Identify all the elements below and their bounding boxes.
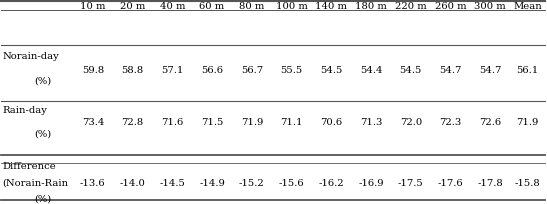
Text: -17.8: -17.8 (478, 178, 503, 187)
Text: 71.6: 71.6 (161, 118, 183, 126)
Text: -15.8: -15.8 (515, 178, 540, 187)
Text: 71.3: 71.3 (360, 118, 382, 126)
Text: 72.0: 72.0 (400, 118, 422, 126)
Text: 20 m: 20 m (120, 2, 146, 11)
Text: 54.7: 54.7 (479, 66, 502, 75)
Text: 71.5: 71.5 (201, 118, 223, 126)
Text: 72.8: 72.8 (121, 118, 144, 126)
Text: 55.5: 55.5 (281, 66, 302, 75)
Text: 56.1: 56.1 (516, 66, 539, 75)
Text: 300 m: 300 m (474, 2, 506, 11)
Text: -13.6: -13.6 (80, 178, 106, 187)
Text: 80 m: 80 m (239, 2, 265, 11)
Text: 71.9: 71.9 (516, 118, 539, 126)
Text: Norain-day: Norain-day (3, 52, 59, 61)
Text: 56.6: 56.6 (201, 66, 223, 75)
Text: 70.6: 70.6 (321, 118, 342, 126)
Text: 58.8: 58.8 (121, 66, 144, 75)
Text: -14.0: -14.0 (120, 178, 146, 187)
Text: (%): (%) (34, 193, 51, 202)
Text: -16.2: -16.2 (318, 178, 344, 187)
Text: -15.2: -15.2 (239, 178, 265, 187)
Text: (Norain-Rain: (Norain-Rain (3, 178, 68, 187)
Text: -14.9: -14.9 (199, 178, 225, 187)
Text: (%): (%) (34, 76, 51, 85)
Text: 140 m: 140 m (315, 2, 347, 11)
Text: Rain-day: Rain-day (3, 105, 48, 114)
Text: 71.9: 71.9 (241, 118, 263, 126)
Text: 72.3: 72.3 (439, 118, 462, 126)
Text: -15.6: -15.6 (279, 178, 304, 187)
Text: 180 m: 180 m (355, 2, 387, 11)
Text: 40 m: 40 m (160, 2, 185, 11)
Text: 10 m: 10 m (80, 2, 106, 11)
Text: -17.6: -17.6 (438, 178, 463, 187)
Text: -14.5: -14.5 (159, 178, 185, 187)
Text: 54.4: 54.4 (360, 66, 382, 75)
Text: -16.9: -16.9 (358, 178, 384, 187)
Text: 60 m: 60 m (200, 2, 225, 11)
Text: (%): (%) (34, 129, 51, 138)
Text: 260 m: 260 m (435, 2, 467, 11)
Text: Difference: Difference (3, 161, 56, 170)
Text: -17.5: -17.5 (398, 178, 424, 187)
Text: 59.8: 59.8 (82, 66, 104, 75)
Text: 57.1: 57.1 (161, 66, 183, 75)
Text: 72.6: 72.6 (479, 118, 502, 126)
Text: 54.5: 54.5 (320, 66, 342, 75)
Text: 56.7: 56.7 (241, 66, 263, 75)
Text: 220 m: 220 m (395, 2, 427, 11)
Text: 54.5: 54.5 (400, 66, 422, 75)
Text: 100 m: 100 m (276, 2, 307, 11)
Text: 73.4: 73.4 (82, 118, 104, 126)
Text: 54.7: 54.7 (439, 66, 462, 75)
Text: 71.1: 71.1 (280, 118, 303, 126)
Text: Mean: Mean (513, 2, 542, 11)
